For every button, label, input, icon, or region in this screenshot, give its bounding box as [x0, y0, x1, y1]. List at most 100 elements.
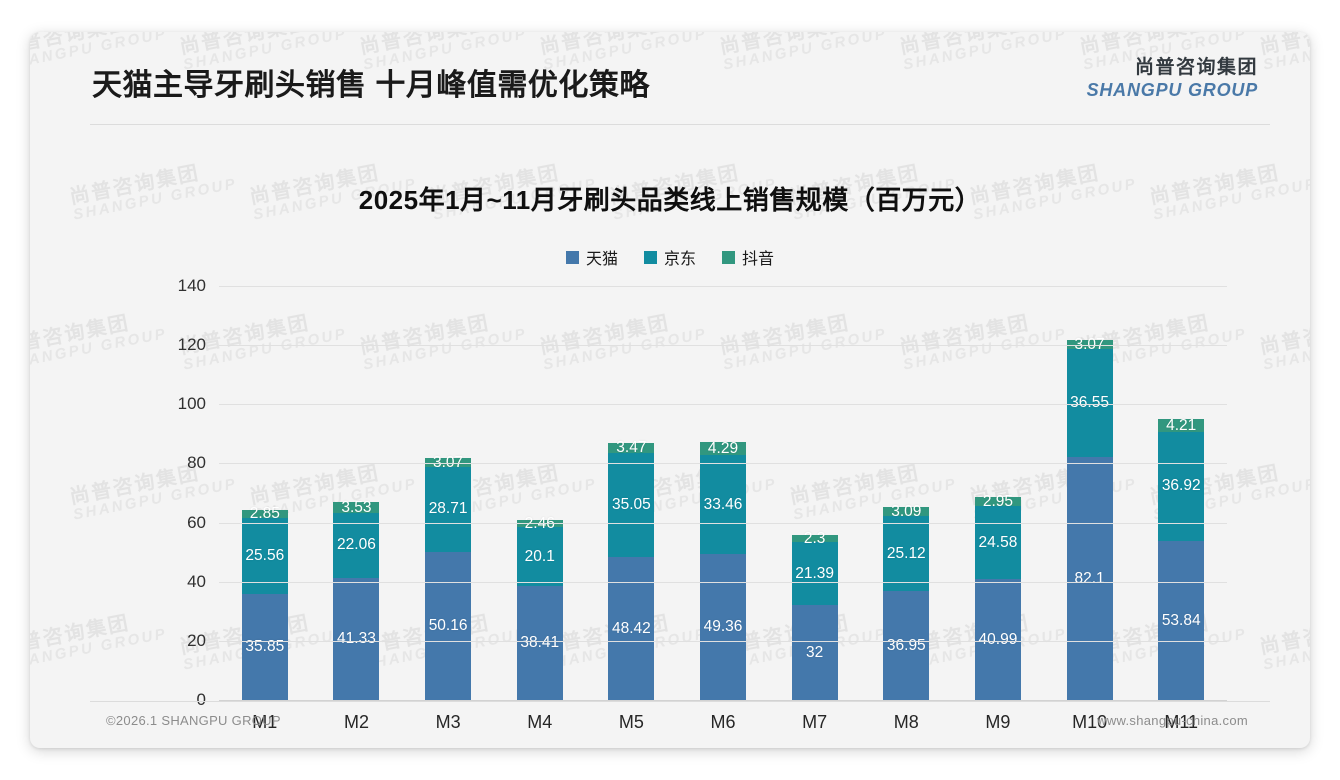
footer-website[interactable]: www.shangpu-china.com: [1097, 713, 1248, 728]
bar-segment-天猫[interactable]: 41.33: [333, 577, 380, 700]
bar-value-label: 2.85: [249, 505, 280, 523]
y-axis-tick-label: 60: [187, 512, 206, 532]
legend-swatch-icon: [722, 250, 735, 264]
y-axis-tick-label: 140: [177, 276, 206, 295]
stacked-bar[interactable]: 36.95 25.12 3.09: [883, 504, 930, 700]
bar-slot[interactable]: 35.85 25.56 2.85 M1: [219, 286, 311, 732]
watermark-chinese: 尚普咨询集团: [67, 462, 202, 509]
stacked-bar[interactable]: 32 21.39 2.3: [791, 531, 838, 700]
bar-segment-天猫[interactable]: 50.16: [425, 551, 472, 700]
bar-slot[interactable]: 48.42 35.05 3.47 M5: [586, 286, 678, 732]
bar-segment-京东[interactable]: 35.05: [608, 453, 655, 557]
bar-slot[interactable]: 82.1 36.55 3.07 M10: [1044, 286, 1136, 732]
bar-value-label: 32: [806, 643, 824, 661]
bar-segment-抖音[interactable]: 3.47: [608, 440, 655, 455]
bar-slot[interactable]: 49.36 33.46 4.29 M6: [677, 286, 769, 732]
bar-value-label: 35.05: [611, 496, 651, 514]
watermark-chinese: 尚普咨询集团: [30, 612, 132, 659]
watermark-english: SHANGPU GROUP: [30, 325, 169, 374]
bar-segment-抖音[interactable]: 3.07: [1066, 337, 1113, 352]
stacked-bar[interactable]: 53.84 36.92 4.21: [1158, 418, 1205, 700]
bar-segment-抖音[interactable]: 3.53: [333, 500, 380, 515]
y-axis-tick-label: 40: [187, 571, 206, 591]
bar-slot[interactable]: 36.95 25.12 3.09 M8: [860, 286, 952, 732]
gridline: 140: [178, 276, 1227, 295]
x-axis-tick-label: M8: [893, 712, 919, 732]
bar-value-label: 36.55: [1070, 394, 1109, 412]
bar-segment-抖音[interactable]: 2.95: [974, 494, 1021, 509]
watermark-english: SHANGPU GROUP: [1261, 325, 1310, 374]
y-axis-tick-label: 0: [196, 690, 206, 709]
bar-segment-天猫[interactable]: 53.84: [1158, 540, 1205, 700]
bar-segment-天猫[interactable]: 32: [791, 605, 838, 700]
x-axis-tick-label: M10: [1072, 712, 1108, 732]
bar-segment-天猫[interactable]: 49.36: [700, 554, 747, 700]
x-axis-tick-label: M5: [618, 712, 644, 732]
x-axis-tick-label: M7: [802, 712, 828, 732]
bar-slot[interactable]: 53.84 36.92 4.21 M11: [1135, 286, 1227, 732]
bar-segment-天猫[interactable]: 35.85: [241, 594, 288, 700]
brand-logo-english: SHANGPU GROUP: [1086, 79, 1258, 100]
bar-value-label: 41.33: [337, 630, 376, 648]
bar-segment-抖音[interactable]: 4.29: [700, 441, 747, 456]
bar-value-label: 25.56: [245, 547, 285, 565]
stacked-bar[interactable]: 35.85 25.56 2.85: [241, 506, 288, 700]
chart-plot-area: 35.85 25.56 2.85 M1 41.33 22.06 3.53 M2 50.16 28.…: [178, 276, 1227, 732]
bar-segment-天猫[interactable]: 40.99: [974, 578, 1021, 700]
bar-value-label: 3.07: [433, 453, 464, 471]
bar-slot[interactable]: 50.16 28.71 3.07 M3: [402, 286, 494, 732]
bar-segment-抖音[interactable]: 2.85: [241, 506, 288, 521]
stacked-bar[interactable]: 41.33 22.06 3.53: [333, 500, 380, 700]
stacked-bar[interactable]: 82.1 36.55 3.07: [1066, 337, 1113, 700]
x-axis-tick-label: M1: [252, 712, 278, 732]
bar-segment-京东[interactable]: 33.46: [700, 455, 747, 555]
stacked-bar[interactable]: 50.16 28.71 3.07: [425, 454, 472, 700]
bar-segment-天猫[interactable]: 36.95: [883, 590, 930, 700]
legend-item-0[interactable]: 天猫: [565, 245, 618, 269]
page-title: 天猫主导牙刷头销售 十月峰值需优化策略: [92, 69, 650, 102]
bar-value-label: 25.12: [886, 544, 926, 562]
bar-segment-京东[interactable]: 36.92: [1158, 431, 1205, 541]
footer-divider: [90, 701, 1270, 702]
bar-value-label: 3.53: [341, 498, 372, 516]
bar-segment-天猫[interactable]: 48.42: [608, 556, 655, 700]
bar-value-label: 28.71: [428, 500, 468, 518]
bar-value-label: 38.41: [520, 634, 560, 652]
bar-value-label: 2.95: [982, 493, 1014, 511]
legend-item-2[interactable]: 抖音: [722, 245, 774, 269]
bar-segment-京东[interactable]: 24.58: [974, 506, 1021, 579]
bar-segment-京东[interactable]: 36.55: [1066, 349, 1113, 458]
bar-segment-抖音[interactable]: 4.21: [1158, 418, 1205, 433]
bar-segment-京东[interactable]: 25.56: [241, 518, 288, 594]
bar-slot[interactable]: 32 21.39 2.3 M7: [769, 286, 861, 732]
x-axis-tick-label: M11: [1164, 712, 1199, 732]
stacked-bar[interactable]: 38.41 20.1 2.46: [516, 516, 563, 700]
bar-segment-天猫[interactable]: 38.41: [516, 586, 563, 700]
bar-segment-抖音[interactable]: 3.09: [883, 504, 930, 519]
legend-label: 京东: [663, 251, 696, 268]
watermark-english: SHANGPU GROUP: [71, 475, 239, 524]
bar-segment-京东[interactable]: 21.39: [791, 542, 838, 606]
stacked-bar[interactable]: 49.36 33.46 4.29: [700, 441, 747, 700]
bar-slot[interactable]: 40.99 24.58 2.95 M9: [952, 286, 1044, 732]
footer-copyright: ©2026.1 SHANGPU GROUP: [106, 713, 281, 728]
legend-item-1[interactable]: 京东: [643, 245, 696, 269]
bar-segment-天猫[interactable]: 82.1: [1066, 457, 1113, 700]
y-axis-tick-label: 80: [187, 453, 206, 473]
bar-segment-京东[interactable]: 28.71: [425, 466, 472, 552]
bar-segment-抖音[interactable]: 2.3: [791, 531, 838, 546]
bar-value-label: 2.3: [803, 529, 826, 547]
slide-header: 天猫主导牙刷头销售 十月峰值需优化策略 尚普咨询集团 SHANGPU GROUP: [30, 32, 1310, 124]
bar-segment-京东[interactable]: 25.12: [883, 516, 930, 591]
bar-slot[interactable]: 41.33 22.06 3.53 M2: [311, 286, 403, 732]
gridline: 100: [178, 394, 1227, 413]
stacked-bar[interactable]: 40.99 24.58 2.95: [974, 494, 1021, 700]
bar-slot[interactable]: 38.41 20.1 2.46 M4: [494, 286, 586, 732]
gridline: 60: [187, 513, 1227, 532]
slide-canvas: 尚普咨询集团 SHANGPU GROUP 尚普咨询集团 SHANGPU GROUP 尚普…: [30, 32, 1310, 748]
x-axis-tick-label: M9: [985, 712, 1011, 732]
bar-segment-京东[interactable]: 20.1: [516, 526, 563, 587]
legend-swatch-icon: [565, 250, 579, 264]
bar-segment-抖音[interactable]: 3.07: [425, 454, 472, 470]
stacked-bar[interactable]: 48.42 35.05 3.47: [608, 440, 655, 700]
